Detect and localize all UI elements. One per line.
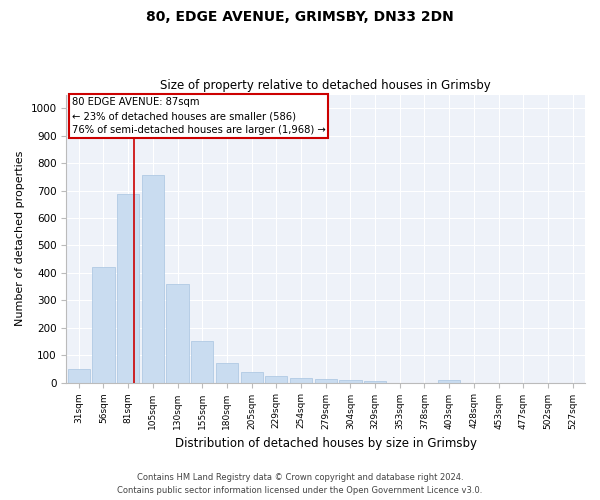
Text: Contains HM Land Registry data © Crown copyright and database right 2024.
Contai: Contains HM Land Registry data © Crown c… [118, 474, 482, 495]
Bar [191, 342, 214, 382]
Text: 80, EDGE AVENUE, GRIMSBY, DN33 2DN: 80, EDGE AVENUE, GRIMSBY, DN33 2DN [146, 10, 454, 24]
Bar [241, 372, 263, 382]
Bar [438, 380, 460, 382]
Bar [314, 380, 337, 382]
Bar [117, 194, 139, 382]
Bar [216, 364, 238, 382]
Text: 80 EDGE AVENUE: 87sqm
← 23% of detached houses are smaller (586)
76% of semi-det: 80 EDGE AVENUE: 87sqm ← 23% of detached … [71, 98, 325, 136]
Bar [364, 381, 386, 382]
Bar [68, 370, 90, 382]
Title: Size of property relative to detached houses in Grimsby: Size of property relative to detached ho… [160, 79, 491, 92]
Bar [339, 380, 362, 382]
Y-axis label: Number of detached properties: Number of detached properties [15, 151, 25, 326]
Bar [290, 378, 312, 382]
Bar [265, 376, 287, 382]
Bar [92, 268, 115, 382]
Bar [142, 176, 164, 382]
Bar [166, 284, 188, 382]
X-axis label: Distribution of detached houses by size in Grimsby: Distribution of detached houses by size … [175, 437, 477, 450]
